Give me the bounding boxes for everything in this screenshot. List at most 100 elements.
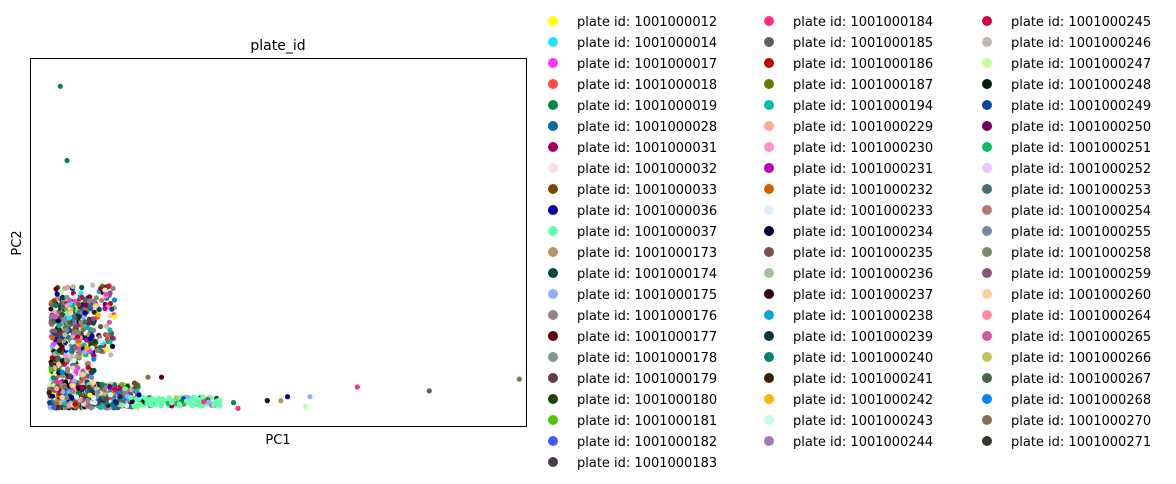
legend-item: plate id: 1001000033 (548, 183, 717, 198)
legend-marker (764, 226, 774, 236)
legend-marker (982, 289, 992, 299)
legend-item: plate id: 1001000031 (548, 141, 717, 156)
legend-label: plate id: 1001000239 (793, 330, 933, 345)
legend-marker (764, 352, 774, 362)
data-point (113, 400, 119, 406)
legend-item: plate id: 1001000176 (548, 309, 717, 324)
data-point (72, 294, 79, 300)
legend-item: plate id: 1001000248 (982, 78, 1151, 93)
data-point (87, 306, 93, 312)
data-point (70, 284, 76, 290)
data-point (55, 356, 61, 362)
legend-marker (982, 394, 992, 404)
legend-label: plate id: 1001000019 (577, 99, 717, 114)
data-point (48, 320, 54, 326)
legend-marker (548, 100, 558, 110)
legend-marker (548, 121, 558, 131)
data-point (82, 319, 88, 325)
data-point (128, 395, 134, 401)
data-point (59, 394, 65, 400)
data-point (87, 336, 93, 342)
data-point (104, 396, 110, 402)
data-point (64, 157, 70, 164)
data-point (51, 328, 57, 334)
data-point (99, 382, 105, 388)
data-point (70, 389, 76, 395)
data-point (64, 395, 70, 401)
legend-label: plate id: 1001000236 (793, 267, 933, 282)
legend-item: plate id: 1001000266 (982, 351, 1151, 366)
data-point (77, 397, 83, 403)
legend-marker (548, 16, 558, 26)
legend-item: plate id: 1001000229 (764, 120, 933, 135)
legend-label: plate id: 1001000184 (793, 15, 933, 30)
legend-label: plate id: 1001000265 (1011, 330, 1151, 345)
legend-marker (548, 373, 558, 383)
legend-label: plate id: 1001000258 (1011, 246, 1151, 261)
legend-item: plate id: 1001000238 (764, 309, 933, 324)
legend-label: plate id: 1001000179 (577, 372, 717, 387)
legend-marker (548, 436, 558, 446)
legend-label: plate id: 1001000229 (793, 120, 933, 135)
legend-marker (548, 58, 558, 68)
data-point (78, 290, 84, 296)
legend-label: plate id: 1001000036 (577, 204, 717, 219)
legend-item: plate id: 1001000028 (548, 120, 717, 135)
legend-label: plate id: 1001000012 (577, 15, 717, 30)
data-point (80, 315, 86, 321)
y-axis-label: PC2 (10, 230, 25, 255)
legend-item: plate id: 1001000240 (764, 351, 933, 366)
data-point (56, 361, 62, 367)
legend-item: plate id: 1001000233 (764, 204, 933, 219)
data-point (107, 313, 113, 319)
legend-marker (764, 205, 774, 215)
legend-item: plate id: 1001000242 (764, 393, 933, 408)
legend-marker (982, 352, 992, 362)
legend-label: plate id: 1001000254 (1011, 204, 1151, 219)
data-point (56, 322, 62, 329)
data-point (112, 386, 118, 392)
data-point (176, 401, 183, 407)
data-point (60, 304, 66, 310)
data-point (64, 303, 70, 309)
data-point (54, 291, 60, 297)
legend-item: plate id: 1001000177 (548, 330, 717, 345)
legend-item: plate id: 1001000178 (548, 351, 717, 366)
data-point (82, 310, 88, 316)
legend-marker (982, 184, 992, 194)
data-point (50, 335, 56, 341)
data-point (84, 345, 90, 351)
data-point (60, 312, 66, 318)
data-point (91, 367, 97, 374)
data-point (53, 286, 59, 292)
data-point (98, 338, 104, 344)
legend-item: plate id: 1001000182 (548, 435, 717, 450)
data-point (67, 319, 73, 325)
legend-item: plate id: 1001000032 (548, 162, 717, 177)
legend-marker (548, 415, 558, 425)
data-point (98, 324, 104, 330)
legend-marker (764, 247, 774, 257)
data-point (66, 315, 72, 321)
legend-marker (548, 352, 558, 362)
legend-marker (982, 247, 992, 257)
data-point (59, 369, 65, 375)
legend-marker (764, 37, 774, 47)
data-point (85, 397, 91, 404)
data-point (129, 398, 135, 405)
data-point (77, 350, 83, 356)
legend-marker (548, 310, 558, 320)
legend-label: plate id: 1001000244 (793, 435, 933, 450)
data-point (70, 383, 76, 389)
data-point (51, 341, 57, 347)
legend-item: plate id: 1001000183 (548, 456, 717, 471)
data-point (107, 290, 113, 296)
data-point (307, 394, 313, 400)
data-point (80, 327, 86, 333)
legend-label: plate id: 1001000231 (793, 162, 933, 177)
legend-marker (982, 310, 992, 320)
data-point (124, 403, 130, 409)
data-point (50, 386, 56, 392)
legend-label: plate id: 1001000240 (793, 351, 933, 366)
data-point (48, 366, 54, 373)
